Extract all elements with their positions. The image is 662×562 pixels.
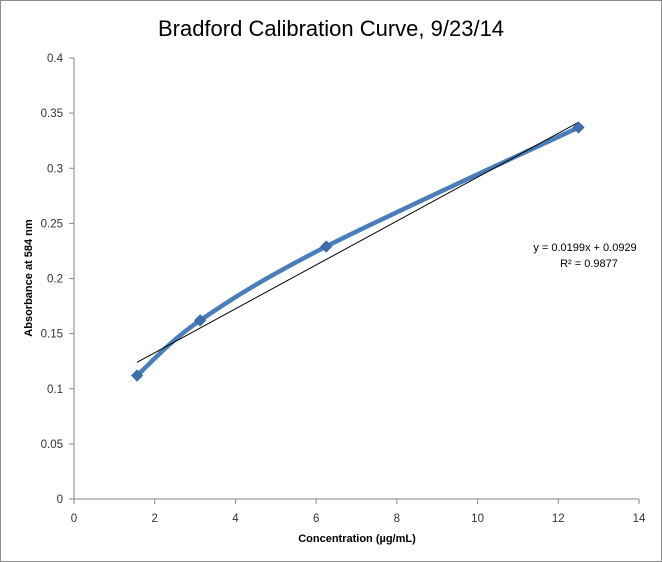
y-tick-label: 0.4 <box>47 53 64 65</box>
x-tick-label: 6 <box>313 513 319 525</box>
y-tick-label: 0 <box>57 494 63 506</box>
x-tick-label: 12 <box>552 513 565 525</box>
series-line <box>134 125 581 378</box>
data-point-marker <box>194 314 207 327</box>
data-point-marker <box>320 240 333 253</box>
x-tick-label: 10 <box>471 513 484 525</box>
y-tick-label: 0.25 <box>41 218 63 230</box>
trendline-equation: y = 0.0199x + 0.0929 <box>533 242 636 254</box>
y-tick-label: 0.15 <box>41 329 63 341</box>
x-tick-labels: 0 2 4 6 8 10 12 14 <box>71 499 646 525</box>
x-tick-label: 8 <box>394 513 400 525</box>
data-point-marker <box>130 369 144 382</box>
y-tick-label: 0.1 <box>47 384 63 396</box>
x-tick-label: 0 <box>71 513 77 525</box>
y-tick-labels: 0 0.05 0.1 0.15 0.2 0.25 0.3 0.35 0.4 <box>41 53 74 506</box>
y-tick-label: 0.35 <box>41 108 63 120</box>
y-tick-label: 0.3 <box>47 163 63 175</box>
trendline-r-squared: R² = 0.9877 <box>560 258 618 270</box>
y-axis-title: Absorbance at 584 nm <box>23 219 35 337</box>
trendline <box>136 121 579 363</box>
y-tick-label: 0.05 <box>41 439 63 451</box>
y-tick-label: 0.2 <box>47 274 63 286</box>
x-axis-title: Concentration (µg/mL) <box>298 533 416 545</box>
x-tick-label: 14 <box>633 513 646 525</box>
chart-title: Bradford Calibration Curve, 9/23/14 <box>158 16 504 41</box>
data-point-marker <box>572 121 585 134</box>
plot-marks <box>130 121 585 382</box>
x-tick-label: 2 <box>152 513 158 525</box>
x-tick-label: 4 <box>232 513 239 525</box>
